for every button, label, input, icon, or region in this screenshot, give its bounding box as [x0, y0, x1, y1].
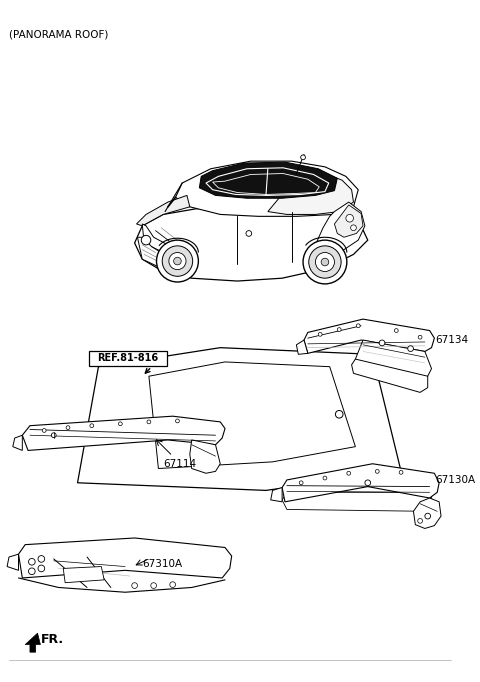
Text: 67130A: 67130A — [435, 475, 476, 485]
Polygon shape — [19, 538, 232, 578]
Polygon shape — [134, 207, 368, 281]
Circle shape — [300, 155, 305, 160]
Circle shape — [174, 257, 181, 265]
Polygon shape — [149, 362, 355, 469]
Polygon shape — [304, 319, 434, 353]
Circle shape — [350, 225, 356, 231]
Polygon shape — [282, 464, 439, 502]
Circle shape — [425, 514, 431, 519]
Polygon shape — [7, 554, 19, 570]
Polygon shape — [199, 162, 337, 198]
Circle shape — [162, 246, 192, 276]
Polygon shape — [268, 173, 353, 214]
Circle shape — [51, 433, 56, 438]
Circle shape — [346, 214, 353, 222]
Circle shape — [66, 426, 70, 430]
Circle shape — [399, 471, 403, 474]
Polygon shape — [63, 567, 104, 582]
Circle shape — [299, 481, 303, 485]
Text: 67134: 67134 — [435, 335, 468, 345]
Polygon shape — [282, 492, 434, 512]
Polygon shape — [77, 348, 401, 490]
Circle shape — [42, 428, 46, 432]
Circle shape — [156, 240, 198, 282]
Polygon shape — [206, 168, 329, 196]
Circle shape — [309, 246, 341, 278]
Polygon shape — [296, 340, 308, 355]
Text: 67310A: 67310A — [142, 559, 182, 569]
Circle shape — [141, 235, 151, 245]
Circle shape — [418, 518, 422, 523]
Circle shape — [151, 582, 156, 589]
Polygon shape — [136, 196, 190, 226]
Text: 67114: 67114 — [163, 459, 196, 469]
Circle shape — [28, 559, 35, 565]
Circle shape — [28, 568, 35, 575]
Polygon shape — [176, 161, 358, 216]
Circle shape — [418, 336, 422, 339]
Circle shape — [379, 340, 385, 346]
Polygon shape — [190, 440, 220, 473]
Text: (PANORAMA ROOF): (PANORAMA ROOF) — [9, 30, 108, 40]
Polygon shape — [271, 488, 282, 502]
Polygon shape — [335, 205, 363, 237]
Circle shape — [395, 329, 398, 332]
Circle shape — [303, 240, 347, 284]
Circle shape — [347, 471, 350, 475]
Circle shape — [176, 419, 180, 423]
Polygon shape — [351, 359, 428, 392]
Polygon shape — [142, 224, 192, 259]
Circle shape — [321, 258, 329, 266]
Circle shape — [38, 556, 45, 562]
Circle shape — [147, 420, 151, 424]
Circle shape — [132, 582, 137, 589]
Circle shape — [38, 565, 45, 572]
Text: REF.81-816: REF.81-816 — [97, 353, 158, 363]
Circle shape — [375, 469, 379, 473]
Polygon shape — [213, 173, 319, 194]
Circle shape — [318, 332, 322, 336]
Polygon shape — [23, 416, 225, 450]
Circle shape — [336, 411, 343, 418]
Circle shape — [119, 422, 122, 426]
Polygon shape — [413, 498, 441, 529]
Circle shape — [315, 252, 335, 271]
FancyBboxPatch shape — [89, 351, 167, 366]
Circle shape — [365, 480, 371, 486]
Polygon shape — [355, 340, 432, 378]
Circle shape — [408, 346, 413, 351]
Circle shape — [323, 476, 327, 480]
Circle shape — [356, 324, 360, 327]
Polygon shape — [137, 237, 161, 267]
Circle shape — [90, 424, 94, 428]
Circle shape — [169, 252, 186, 269]
Text: FR.: FR. — [41, 634, 64, 647]
Circle shape — [246, 231, 252, 237]
Polygon shape — [25, 633, 40, 652]
Polygon shape — [13, 435, 23, 450]
Circle shape — [170, 582, 176, 587]
Polygon shape — [315, 202, 365, 254]
Circle shape — [337, 327, 341, 331]
